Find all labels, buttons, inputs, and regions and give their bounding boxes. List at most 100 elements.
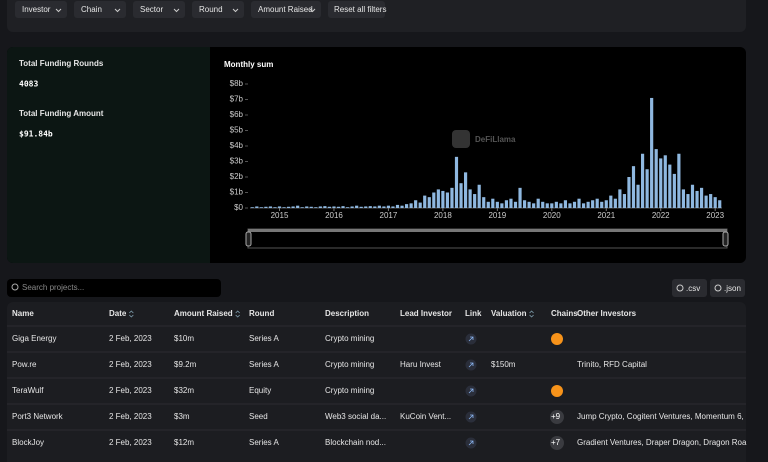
y-tick-label: $7b xyxy=(230,95,244,104)
bar xyxy=(327,206,332,208)
filter-button[interactable] xyxy=(251,1,321,18)
bar xyxy=(423,195,427,208)
bar xyxy=(686,194,690,208)
bar xyxy=(318,206,322,208)
column-header[interactable]: Amount Raised xyxy=(174,309,233,318)
cell: Web3 social da... xyxy=(325,412,386,421)
cell: Pow.re xyxy=(12,360,37,369)
filter-button[interactable] xyxy=(74,1,126,18)
bar xyxy=(286,206,291,208)
chain-badge xyxy=(550,410,564,424)
bar xyxy=(309,206,313,208)
bar xyxy=(255,206,259,208)
bar xyxy=(454,156,459,208)
bar xyxy=(473,194,477,208)
column-header[interactable]: Valuation xyxy=(491,309,527,318)
bar xyxy=(323,206,327,208)
bar xyxy=(695,190,699,208)
x-tick-label: 2019 xyxy=(488,211,506,220)
cell: Crypto mining xyxy=(325,334,374,343)
export-label: .csv xyxy=(686,284,700,293)
bar xyxy=(368,206,372,208)
x-tick-label: 2016 xyxy=(325,211,343,220)
range-handle[interactable] xyxy=(722,231,729,247)
column-header[interactable]: Lead Investor xyxy=(400,309,452,318)
bar xyxy=(268,206,273,208)
bar xyxy=(645,169,649,208)
range-handle[interactable] xyxy=(245,231,252,247)
cell: 2 Feb, 2023 xyxy=(109,334,152,343)
bar xyxy=(441,190,445,208)
bar xyxy=(277,206,282,208)
chain-badge xyxy=(550,436,564,450)
bar xyxy=(550,203,554,208)
cell: TeraWulf xyxy=(12,386,44,395)
bar xyxy=(586,201,590,208)
filter-label: Round xyxy=(199,5,223,14)
cell: Crypto mining xyxy=(325,386,374,395)
bar xyxy=(296,205,300,208)
chart: Monthly sum DeFiLlama $0 $1b $2b $3b $4b $5b $6b… xyxy=(224,60,725,220)
reset-button[interactable] xyxy=(328,1,385,18)
bar xyxy=(622,194,627,208)
bar xyxy=(477,184,481,208)
bar xyxy=(414,200,418,208)
cell: 2 Feb, 2023 xyxy=(109,438,152,447)
bar xyxy=(486,201,490,208)
export-button[interactable] xyxy=(710,279,745,297)
filter-button[interactable] xyxy=(192,1,244,18)
sort-icon xyxy=(129,310,134,318)
bar xyxy=(677,153,681,208)
column-header[interactable]: Description xyxy=(325,309,369,318)
column-header[interactable]: Other Investors xyxy=(577,309,637,318)
bar xyxy=(640,153,645,208)
bar xyxy=(663,155,667,208)
bar xyxy=(418,202,422,208)
bar xyxy=(681,189,686,208)
bar xyxy=(536,198,540,208)
cell: BlockJoy xyxy=(12,438,44,447)
search-box[interactable] xyxy=(7,279,221,297)
stats-side xyxy=(7,47,210,263)
cell: Jump Crypto, Cogitent Ventures, Momentum… xyxy=(577,412,744,421)
cell: $150m xyxy=(491,360,516,369)
bar xyxy=(559,203,563,208)
bar xyxy=(636,184,640,208)
bar xyxy=(504,200,509,208)
column-header[interactable]: Chains xyxy=(551,309,578,318)
bar xyxy=(581,203,586,208)
bar xyxy=(436,189,440,208)
link-arrow xyxy=(468,362,474,368)
column-header[interactable]: Date xyxy=(109,309,127,318)
bar xyxy=(432,192,436,208)
export-button[interactable] xyxy=(672,279,707,297)
y-tick-label: $0 xyxy=(234,203,243,212)
cell: Series A xyxy=(249,360,279,369)
bar xyxy=(336,206,341,208)
sort-icon xyxy=(529,310,534,318)
stat-label: Total Funding Rounds xyxy=(19,59,104,68)
filter-button[interactable] xyxy=(15,1,67,18)
bar xyxy=(527,201,531,208)
cell: 2 Feb, 2023 xyxy=(109,412,152,421)
column-header[interactable]: Round xyxy=(249,309,274,318)
cell: Haru Invest xyxy=(400,360,442,369)
filter-button[interactable] xyxy=(133,1,185,18)
bar xyxy=(654,149,658,208)
bar xyxy=(690,184,695,208)
cell: $3m xyxy=(174,412,190,421)
bar xyxy=(395,204,400,208)
bar xyxy=(600,201,604,208)
bar xyxy=(577,198,581,208)
cell: 2 Feb, 2023 xyxy=(109,386,152,395)
cell: Gradient Ventures, Draper Dragon, Dragon… xyxy=(577,438,747,447)
bar xyxy=(264,206,268,208)
bar xyxy=(509,198,513,208)
bar xyxy=(373,206,377,208)
stat-value: $91.84b xyxy=(19,130,53,139)
reset-label: Reset all filters xyxy=(334,5,386,14)
column-header[interactable]: Name xyxy=(12,309,34,318)
chevron xyxy=(232,8,239,13)
bar xyxy=(345,207,350,208)
column-header[interactable]: Link xyxy=(465,309,482,318)
